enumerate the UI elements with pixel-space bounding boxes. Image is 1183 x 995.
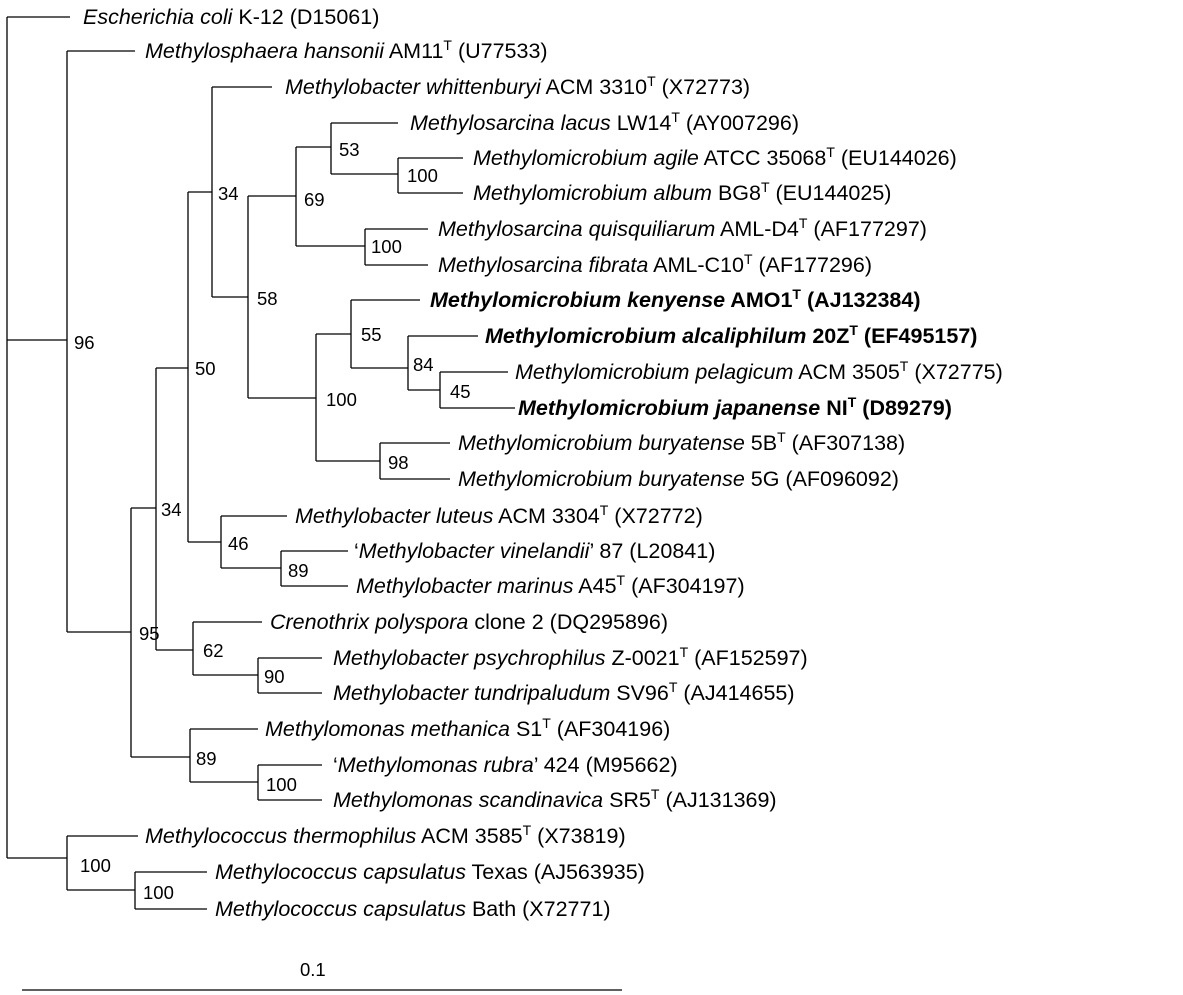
taxon-label: Methylomicrobium agile ATCC 35068T (EU14… <box>473 144 957 170</box>
taxon-label: Crenothrix polyspora clone 2 (DQ295896) <box>270 610 668 634</box>
bootstrap-value: 34 <box>218 183 239 204</box>
bootstrap-value: 100 <box>266 774 297 795</box>
taxon-label: Methylomicrobium kenyense AMO1T (AJ13238… <box>430 286 921 312</box>
taxon-label: Methylococcus capsulatus Bath (X72771) <box>215 897 611 921</box>
taxon-label: Methylomonas methanica S1T (AF304196) <box>265 715 670 741</box>
bootstrap-value: 46 <box>228 533 249 554</box>
taxon-label: Methylomicrobium buryatense 5G (AF096092… <box>458 467 899 491</box>
taxon-label: ‘Methylomonas rubra’ 424 (M95662) <box>333 753 678 777</box>
bootstrap-value: 90 <box>264 666 285 687</box>
bootstrap-value: 50 <box>195 358 216 379</box>
bootstrap-value: 100 <box>326 389 357 410</box>
taxon-label: Methylobacter tundripaludum SV96T (AJ414… <box>333 679 795 705</box>
taxon-label: Methylosarcina quisquiliarum AML-D4T (AF… <box>438 215 927 241</box>
taxon-label: Methylomicrobium pelagicum ACM 3505T (X7… <box>515 358 1003 384</box>
taxon-label: Methylomicrobium japanense NIT (D89279) <box>518 394 952 420</box>
taxon-label: Methylosphaera hansonii AM11T (U77533) <box>145 37 548 63</box>
taxon-label: Methylobacter psychrophilus Z-0021T (AF1… <box>333 644 808 670</box>
bootstrap-values: 96 34 53 100 69 100 58 55 84 45 100 98 50 34 46 89 95 62 9… <box>74 139 471 903</box>
taxon-label: Escherichia coli K-12 (D15061) <box>83 5 379 29</box>
scale-bar-label: 0.1 <box>300 959 326 980</box>
bootstrap-value: 95 <box>139 623 160 644</box>
taxon-labels: Escherichia coli K-12 (D15061) Methylosph… <box>83 5 1003 921</box>
bootstrap-value: 100 <box>143 882 174 903</box>
taxon-label: Methylomicrobium album BG8T (EU144025) <box>473 179 891 205</box>
bootstrap-value: 53 <box>339 139 360 160</box>
bootstrap-value: 34 <box>161 499 182 520</box>
taxon-label: Methylosarcina fibrata AML-C10T (AF17729… <box>438 251 872 277</box>
taxon-label: Methylobacter marinus A45T (AF304197) <box>356 572 745 598</box>
bootstrap-value: 62 <box>203 640 224 661</box>
bootstrap-value: 89 <box>196 748 217 769</box>
taxon-label: Methylobacter whittenburyi ACM 3310T (X7… <box>285 73 750 99</box>
bootstrap-value: 98 <box>388 452 409 473</box>
bootstrap-value: 100 <box>371 236 402 257</box>
taxon-label: Methylomicrobium alcaliphilum 20ZT (EF49… <box>485 322 977 348</box>
taxon-label: Methylococcus thermophilus ACM 3585T (X7… <box>145 822 626 848</box>
bootstrap-value: 55 <box>361 324 382 345</box>
taxon-label: Methylomonas scandinavica SR5T (AJ131369… <box>333 786 777 812</box>
scale-bar: 0.1 <box>22 959 622 991</box>
bootstrap-value: 84 <box>413 354 434 375</box>
bootstrap-value: 100 <box>407 165 438 186</box>
taxon-label: Methylobacter luteus ACM 3304T (X72772) <box>295 502 703 528</box>
bootstrap-value: 69 <box>304 189 325 210</box>
tree-branches <box>6 16 515 910</box>
bootstrap-value: 58 <box>257 288 278 309</box>
bootstrap-value: 45 <box>450 381 471 402</box>
taxon-label: Methylococcus capsulatus Texas (AJ563935… <box>215 860 645 884</box>
bootstrap-value: 100 <box>80 855 111 876</box>
taxon-label: ‘Methylobacter vinelandii’ 87 (L20841) <box>354 539 715 563</box>
taxon-label: Methylosarcina lacus LW14T (AY007296) <box>410 109 799 135</box>
bootstrap-value: 96 <box>74 332 95 353</box>
taxon-label: Methylomicrobium buryatense 5BT (AF30713… <box>458 429 905 455</box>
bootstrap-value: 89 <box>288 560 309 581</box>
